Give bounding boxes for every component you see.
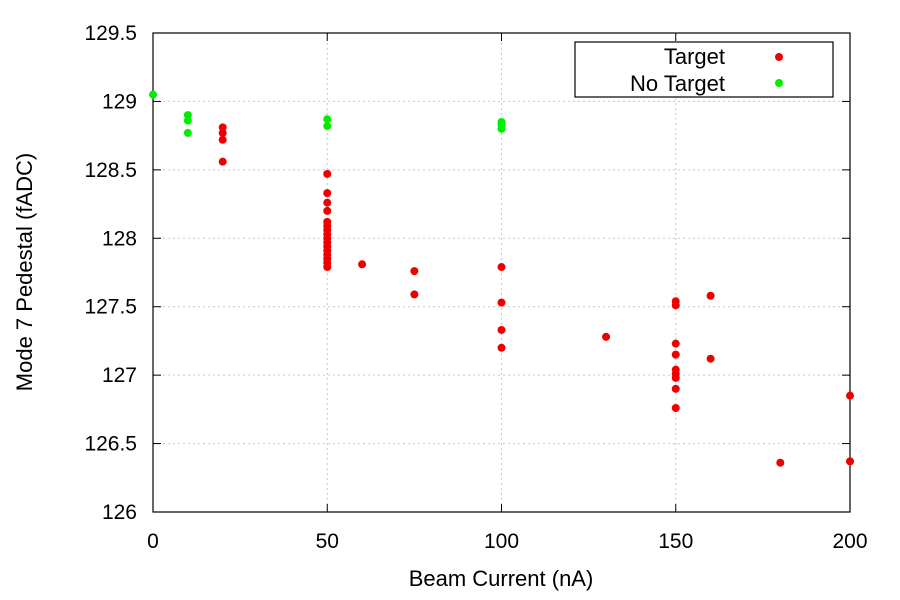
data-point-target [218, 128, 227, 137]
data-point-target [323, 263, 332, 272]
data-point-target [671, 384, 680, 393]
data-points [149, 90, 854, 467]
y-tick-label: 129.5 [84, 22, 137, 45]
data-point-target [776, 458, 785, 467]
data-point-target [410, 267, 419, 276]
data-point-target [323, 169, 332, 178]
data-point-no-target [149, 90, 157, 99]
data-point-no-target [183, 111, 192, 120]
data-point-target [323, 206, 332, 215]
data-point-target [358, 260, 367, 269]
data-point-no-target [323, 115, 332, 124]
x-tick-labels: 0 50 100 150 200 [147, 530, 867, 553]
legend-marker-target [775, 53, 783, 61]
x-tick-label: 200 [832, 530, 867, 553]
data-point-target [706, 354, 715, 363]
legend-label-no-target: No Target [630, 71, 725, 96]
data-point-target [706, 291, 715, 300]
legend: Target No Target [574, 41, 834, 98]
data-point-target [602, 332, 611, 341]
data-point-target [671, 350, 680, 359]
y-tick-label: 127 [102, 364, 137, 387]
x-tick-label: 150 [658, 530, 693, 553]
data-point-no-target [497, 124, 506, 133]
x-tick-label: 0 [147, 530, 159, 553]
data-point-target [323, 189, 332, 198]
data-point-target [218, 157, 227, 166]
data-point-target [218, 135, 227, 144]
data-point-target [323, 198, 332, 207]
y-tick-label: 129 [102, 90, 137, 113]
data-point-target [410, 290, 419, 299]
data-point-no-target [183, 128, 192, 137]
y-tick-labels: 126 126.5 127 127.5 128 128.5 129 129.5 [84, 22, 137, 524]
x-tick-label: 50 [316, 530, 339, 553]
data-point-target [497, 298, 506, 307]
data-point-target [671, 403, 680, 412]
y-tick-label: 128 [102, 227, 137, 250]
y-tick-label: 128.5 [84, 159, 137, 182]
data-point-target [218, 123, 227, 132]
grid-lines [153, 33, 850, 512]
data-point-target [846, 391, 854, 400]
data-point-target [671, 373, 680, 382]
legend-marker-no-target [775, 79, 783, 87]
axis-ticks [152, 32, 851, 513]
y-axis-title: Mode 7 Pedestal (fADC) [12, 153, 37, 391]
data-point-target [846, 457, 854, 466]
y-tick-label: 126.5 [84, 433, 137, 456]
data-point-target [497, 343, 506, 352]
y-tick-label: 127.5 [84, 296, 137, 319]
data-point-target [671, 301, 680, 310]
x-axis-title: Beam Current (nA) [409, 566, 594, 591]
data-point-no-target [183, 116, 192, 125]
y-tick-label: 126 [102, 501, 137, 524]
legend-box [574, 41, 834, 98]
data-point-no-target [323, 122, 332, 131]
x-tick-label: 100 [484, 530, 519, 553]
data-point-target [497, 325, 506, 334]
legend-label-target: Target [664, 44, 725, 69]
data-point-target [671, 339, 680, 348]
data-point-target [497, 263, 506, 272]
